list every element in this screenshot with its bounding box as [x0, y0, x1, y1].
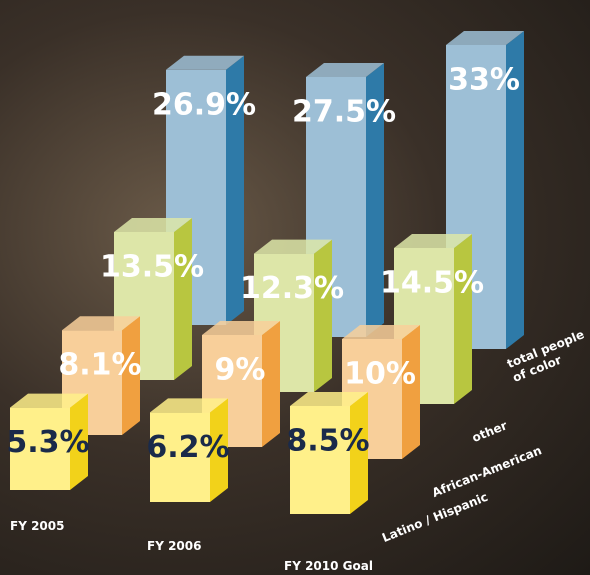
x-tick-label: FY 2006 [147, 539, 201, 553]
value-label: 8.5% [286, 424, 369, 459]
value-label: 10% [344, 357, 416, 392]
value-label: 14.5% [380, 266, 484, 301]
value-label: 12.3% [240, 271, 344, 306]
value-label: 26.9% [152, 87, 256, 122]
bar-side [402, 325, 420, 459]
x-tick-label: FY 2010 Goal [284, 559, 373, 573]
value-label: 6.2% [146, 430, 229, 465]
chart-svg: 26.9% 27.5% 33% 13.5% 12.3% 14.5% 8.1% 9% 10% 5.3… [0, 0, 590, 575]
bar-side [314, 240, 332, 392]
value-label: 27.5% [292, 95, 396, 130]
x-tick-label: FY 2005 [10, 519, 64, 533]
chart: 26.9% 27.5% 33% 13.5% 12.3% 14.5% 8.1% 9% 10% 5.3… [0, 0, 590, 575]
value-label: 9% [215, 353, 266, 388]
value-label: 13.5% [100, 250, 204, 285]
value-label: 5.3% [6, 425, 89, 460]
bar [290, 406, 350, 514]
bar-side [454, 234, 472, 404]
bar-side [174, 218, 192, 380]
value-label: 8.1% [58, 348, 141, 383]
value-label: 33% [448, 63, 520, 98]
